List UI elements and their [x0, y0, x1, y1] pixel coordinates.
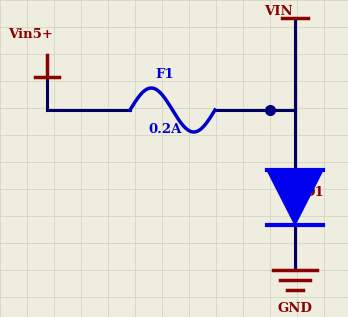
Text: Vin5+: Vin5+ — [8, 28, 53, 41]
Text: 0.2A: 0.2A — [148, 123, 181, 136]
Text: VIN: VIN — [264, 5, 293, 18]
Text: F1: F1 — [155, 68, 174, 81]
Polygon shape — [267, 170, 323, 225]
Text: D1: D1 — [303, 185, 324, 198]
Text: GND: GND — [277, 302, 312, 315]
